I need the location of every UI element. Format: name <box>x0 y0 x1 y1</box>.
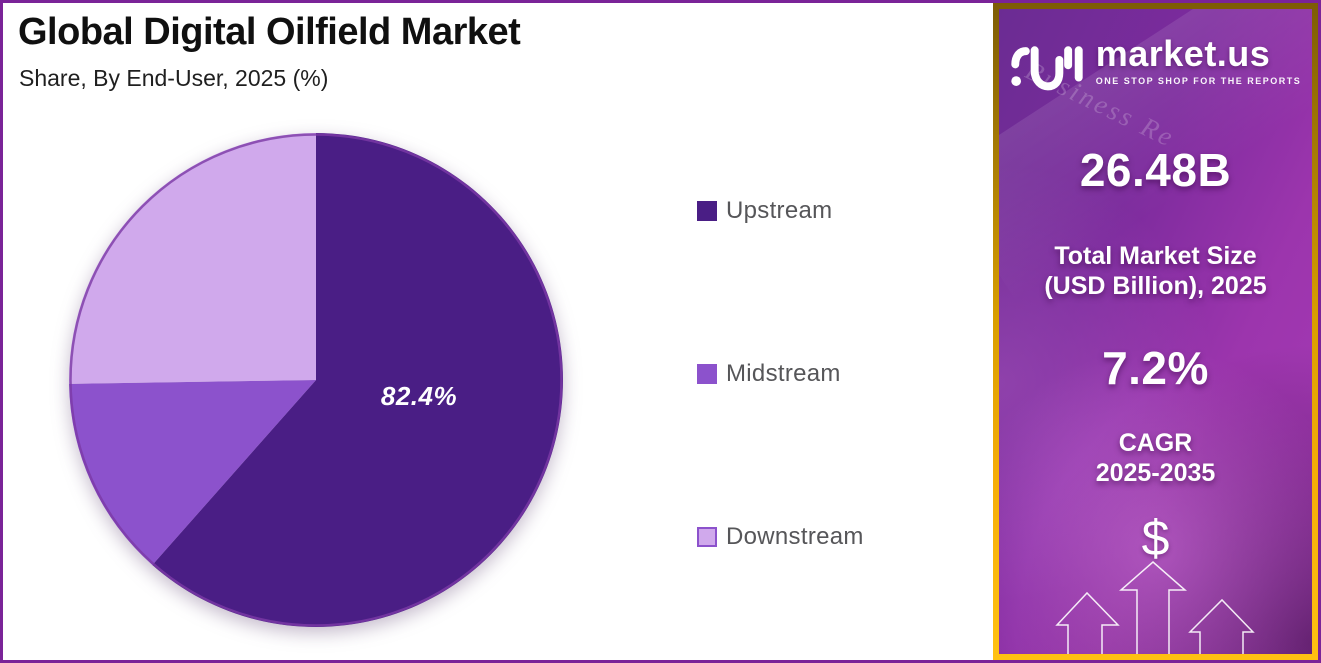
legend-swatch-midstream <box>697 364 717 384</box>
market-us-logo-icon <box>1011 46 1083 91</box>
market-size-label: Total Market Size (USD Billion), 2025 <box>999 241 1312 301</box>
brand-text-block: market.us ONE STOP SHOP FOR THE REPORTS <box>1095 33 1302 87</box>
market-size-value: 26.48B <box>1079 144 1232 196</box>
brand-tagline: ONE STOP SHOP FOR THE REPORTS <box>1095 76 1302 86</box>
legend-item-downstream: Downstream <box>697 523 864 551</box>
pie-value-label: 82.4% <box>380 381 458 411</box>
sidebar-panel: Business Re market.us ONE STOP SHOP FOR … <box>993 3 1318 660</box>
pie-chart <box>69 133 563 627</box>
brand-logo: market.us ONE STOP SHOP FOR THE REPORTS <box>999 35 1312 95</box>
legend-item-upstream: Upstream <box>697 197 832 225</box>
cagr-value: 7.2% <box>1102 342 1209 394</box>
up-arrow-icon <box>1119 561 1187 654</box>
legend-label: Downstream <box>726 523 864 550</box>
legend-item-midstream: Midstream <box>697 360 841 388</box>
legend-swatch-downstream <box>697 527 717 547</box>
brand-name: market.us <box>1095 33 1271 74</box>
up-arrow-icon <box>1188 598 1255 654</box>
chart-panel: Global Digital Oilfield Market Share, By… <box>3 3 993 660</box>
chart-title: Global Digital Oilfield Market <box>18 11 521 53</box>
sidebar-background: Business Re market.us ONE STOP SHOP FOR … <box>999 9 1312 654</box>
pie-rim <box>69 133 563 627</box>
legend: Upstream Midstream Downstream <box>697 3 977 660</box>
pie-slice-downstream <box>69 133 316 384</box>
legend-label: Midstream <box>726 360 841 387</box>
market-size-label-line2: (USD Billion), 2025 <box>1044 272 1267 300</box>
dollar-sign: $ <box>1141 510 1170 566</box>
growth-arrows-icon <box>1055 561 1255 654</box>
chart-subtitle: Share, By End-User, 2025 (%) <box>19 65 329 91</box>
legend-swatch-upstream <box>697 201 717 221</box>
cagr-label-line1: CAGR <box>1118 429 1193 457</box>
pie-slice-midstream <box>69 380 316 565</box>
up-arrow-icon <box>1055 591 1120 654</box>
market-size-label-line1: Total Market Size <box>1054 242 1257 270</box>
cagr-label: CAGR 2025-2035 <box>999 428 1312 488</box>
cagr-label-line2: 2025-2035 <box>1095 459 1216 487</box>
pie-slice-upstream <box>152 133 563 627</box>
legend-label: Upstream <box>726 197 833 224</box>
